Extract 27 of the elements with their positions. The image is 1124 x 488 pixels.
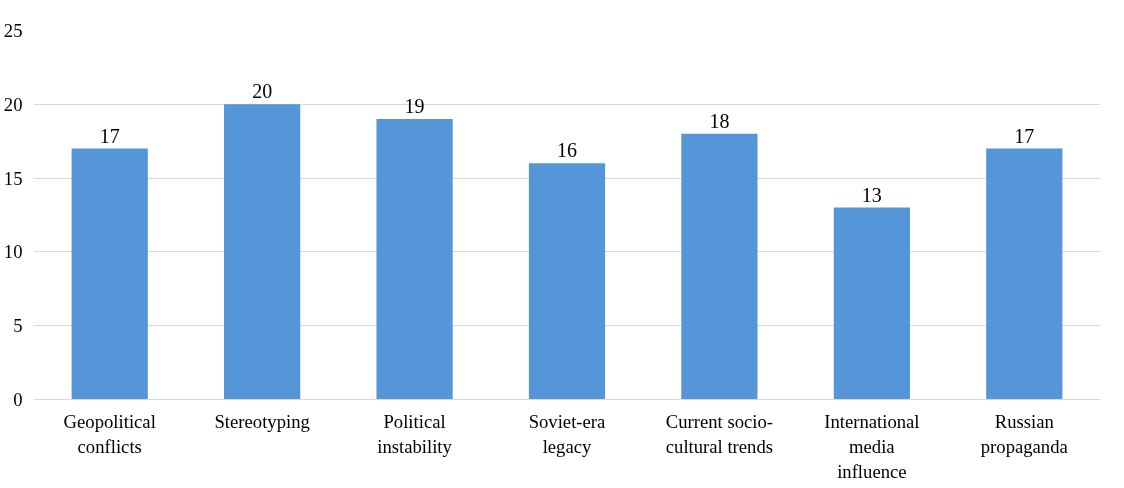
bar <box>528 163 606 400</box>
bar <box>71 148 148 400</box>
y-tick-label: 0 <box>13 389 23 410</box>
y-tick-label: 5 <box>13 315 23 337</box>
y-tick-label: 15 <box>3 167 23 189</box>
x-tick-label: Stereotyping <box>214 410 310 432</box>
data-label: 19 <box>404 95 425 118</box>
data-label: 13 <box>861 183 882 206</box>
x-tick-label: Political instability <box>377 410 453 457</box>
data-label: 16 <box>557 139 577 162</box>
x-tick-label: Geopolitical conflicts <box>63 410 156 457</box>
x-tick-label: Current socio- cultural trends <box>665 410 774 457</box>
bar <box>376 119 453 400</box>
x-tick-label: Soviet-era legacy <box>528 410 607 457</box>
bar <box>833 207 910 400</box>
x-tick-label: International media influence <box>824 410 920 482</box>
bar <box>224 104 301 400</box>
bar <box>986 148 1063 400</box>
y-tick-label: 20 <box>3 93 23 115</box>
bar <box>681 133 758 400</box>
y-tick-label: 10 <box>3 241 23 263</box>
y-tick-label: 25 <box>3 20 23 41</box>
data-label: 20 <box>252 80 273 103</box>
data-label: 18 <box>709 109 730 132</box>
x-tick-label: Russian propaganda <box>980 410 1069 457</box>
data-label: 17 <box>1014 124 1035 147</box>
data-label: 17 <box>99 124 120 147</box>
